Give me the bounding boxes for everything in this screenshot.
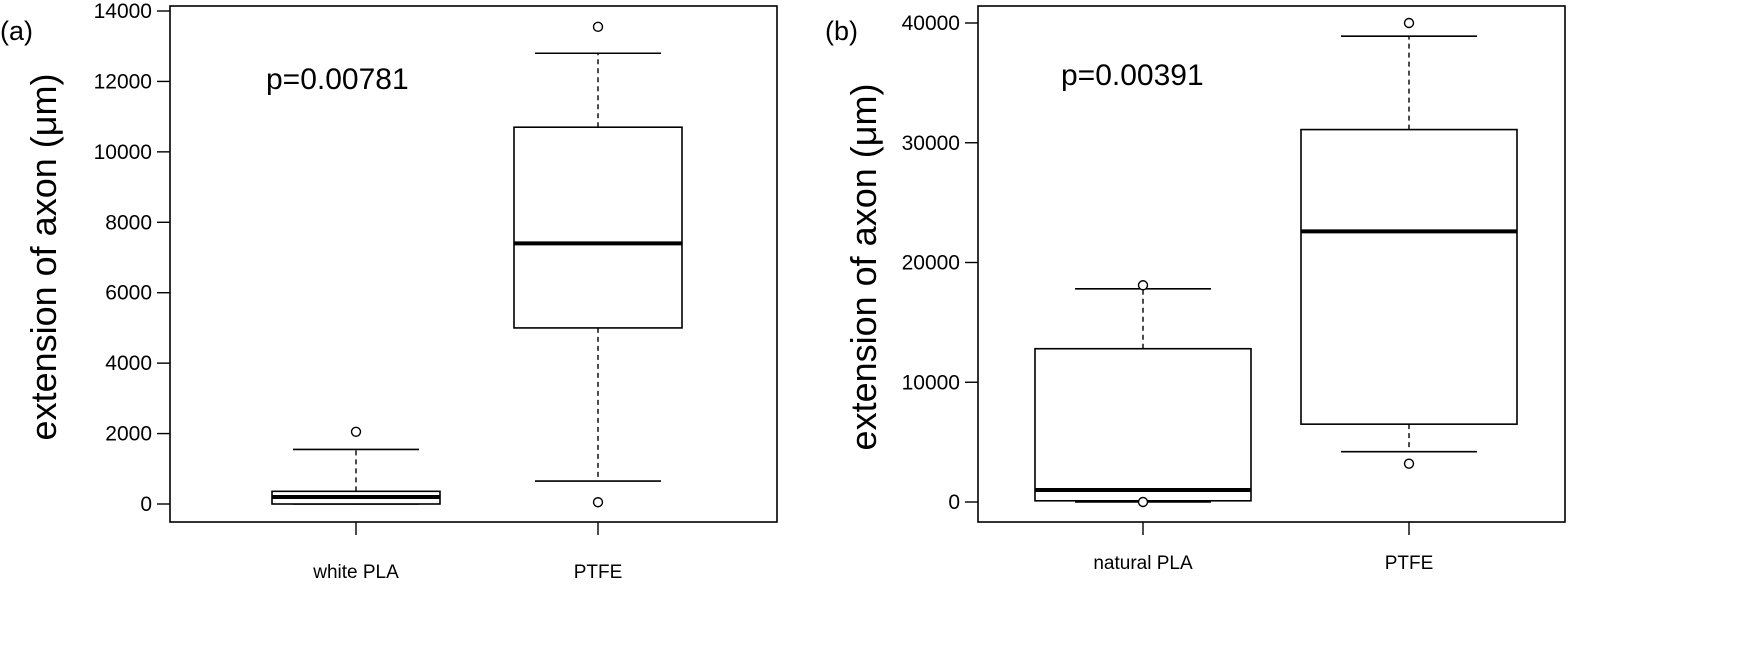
panel-b-ytick-label-0: 0 [948, 491, 960, 514]
panel-b-natural-pla-category-label: natural PLA [1093, 553, 1193, 574]
panel-a: (a) p=0.00781 extension of axon (μm) 0 20… [0, 0, 778, 583]
panel-b: (b) p=0.00391 extension of axon (μm) 0 10… [825, 5, 1566, 574]
panel-a-white-pla-outlier-0 [350, 426, 362, 438]
panel-b-ytick-label-40000: 40000 [902, 12, 960, 35]
panel-b-p-value: p=0.00391 [1061, 59, 1204, 92]
panel-a-ytick-label-2000: 2000 [105, 423, 152, 446]
panel-b-plot-frame [977, 5, 1566, 523]
panel-a-ytick-label-12000: 12000 [94, 70, 152, 93]
panel-b-ptfe-outlier-0 [1403, 17, 1415, 29]
panel-a-ytick-label-6000: 6000 [105, 282, 152, 305]
panel-b-ptfe-category-label: PTFE [1385, 553, 1434, 574]
panel-b-natural-pla-box [1034, 347, 1252, 502]
panel-a-ytick-label-0: 0 [140, 493, 152, 516]
panel-b-ptfe-box [1300, 128, 1518, 425]
panel-a-plot-frame [169, 5, 778, 523]
panel-b-natural-pla-outlier-0 [1137, 280, 1149, 291]
panel-a-ptfe-outlier-1 [592, 497, 604, 508]
panel-a-white-pla-category-label: white PLA [312, 562, 399, 583]
panel-a-label: (a) [0, 16, 33, 46]
panel-a-ytick-label-8000: 8000 [105, 211, 152, 234]
panel-b-ptfe-outlier-1 [1403, 458, 1415, 469]
panel-a-ytick-label-10000: 10000 [94, 141, 152, 164]
panel-a-ptfe-category-label: PTFE [574, 562, 623, 583]
panel-b-ytick-label-30000: 30000 [902, 132, 960, 155]
panel-b-label: (b) [825, 16, 858, 46]
panel-a-ptfe-outlier-0 [592, 21, 604, 33]
panel-a-y-axis-label: extension of axon (μm) [23, 74, 64, 441]
panel-a-ytick-label-14000: 14000 [94, 0, 152, 23]
panel-b-ytick-label-20000: 20000 [902, 252, 960, 275]
panel-b-y-axis-label: extension of axon (μm) [843, 84, 884, 451]
panel-a-ptfe-box [513, 126, 683, 329]
panel-b-natural-pla-outlier-1 [1137, 496, 1149, 508]
panel-a-p-value: p=0.00781 [266, 63, 409, 96]
panel-a-ytick-label-4000: 4000 [105, 352, 152, 375]
panel-b-ytick-label-10000: 10000 [902, 371, 960, 394]
